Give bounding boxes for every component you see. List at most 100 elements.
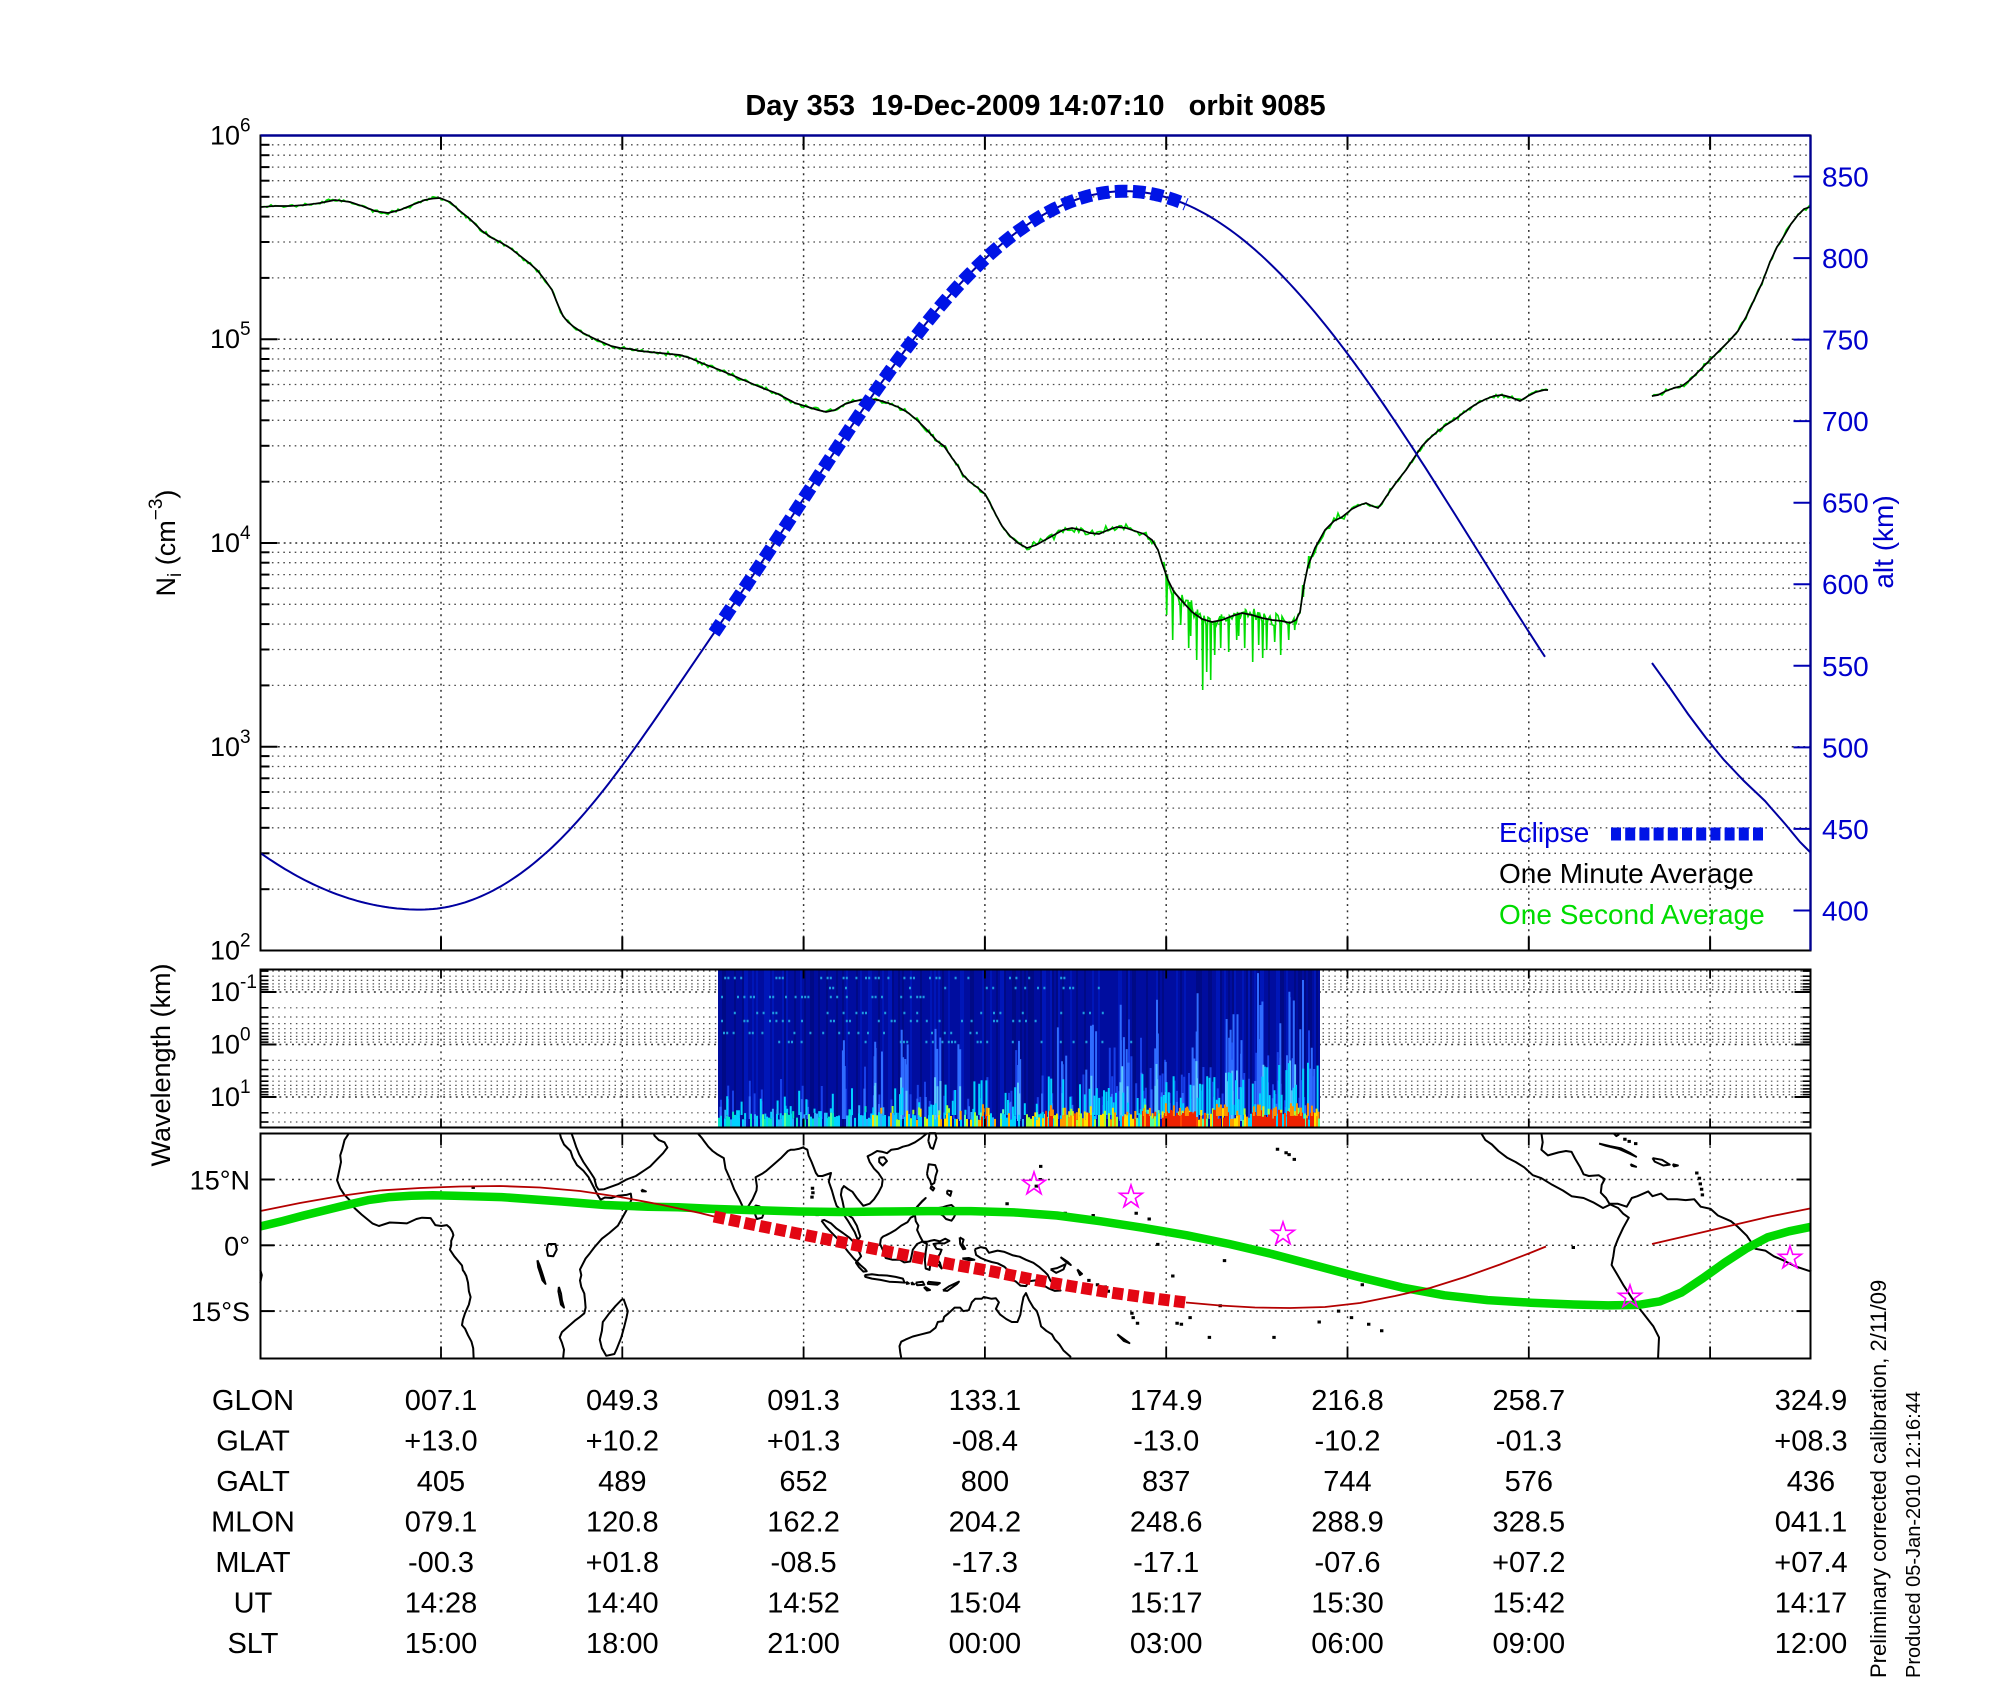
svg-text:216.8: 216.8 [1311,1385,1384,1417]
svg-text:Wavelength (km): Wavelength (km) [146,963,176,1166]
svg-text:21:00: 21:00 [767,1628,840,1660]
svg-text:GALT: GALT [216,1466,290,1498]
svg-text:2: 2 [240,931,251,952]
svg-text:-08.4: -08.4 [952,1426,1018,1458]
svg-text:10: 10 [210,528,240,558]
svg-text:750: 750 [1822,325,1869,356]
svg-text:+10.2: +10.2 [586,1426,659,1458]
svg-text:12:00: 12:00 [1775,1628,1848,1660]
svg-text:+08.3: +08.3 [1774,1426,1847,1458]
svg-text:248.6: 248.6 [1130,1507,1203,1539]
svg-text:700: 700 [1822,406,1869,437]
svg-text:6: 6 [240,116,251,137]
svg-text:15°N: 15°N [190,1166,250,1196]
svg-text:-07.6: -07.6 [1314,1547,1380,1579]
svg-text:079.1: 079.1 [405,1507,478,1539]
svg-text:-13.0: -13.0 [1133,1426,1199,1458]
svg-text:10: 10 [210,1030,240,1060]
svg-text:+07.2: +07.2 [1492,1547,1565,1579]
svg-text:174.9: 174.9 [1130,1385,1203,1417]
svg-text:Eclipse: Eclipse [1499,817,1589,848]
svg-text:14:40: 14:40 [586,1588,659,1620]
svg-text:+07.4: +07.4 [1774,1547,1847,1579]
svg-text:14:28: 14:28 [405,1588,478,1620]
svg-text:10: 10 [210,977,240,1007]
svg-text:-00.3: -00.3 [408,1547,474,1579]
svg-text:162.2: 162.2 [767,1507,840,1539]
svg-text:324.9: 324.9 [1775,1385,1848,1417]
svg-text:+01.8: +01.8 [586,1547,659,1579]
svg-text:328.5: 328.5 [1493,1507,1566,1539]
svg-text:1: 1 [240,1077,251,1098]
svg-text:204.2: 204.2 [949,1507,1022,1539]
svg-text:800: 800 [1822,243,1869,274]
svg-text:007.1: 007.1 [405,1385,478,1417]
svg-text:500: 500 [1822,732,1869,763]
svg-text:-08.5: -08.5 [771,1547,837,1579]
svg-text:+01.3: +01.3 [767,1426,840,1458]
svg-text:091.3: 091.3 [767,1385,840,1417]
svg-text:15:00: 15:00 [405,1628,478,1660]
svg-text:450: 450 [1822,814,1869,845]
svg-text:-01.3: -01.3 [1496,1426,1562,1458]
svg-text:15°S: 15°S [191,1297,250,1327]
svg-text:03:00: 03:00 [1130,1628,1203,1660]
svg-text:489: 489 [598,1466,646,1498]
svg-text:MLON: MLON [211,1507,295,1539]
svg-text:00:00: 00:00 [949,1628,1022,1660]
svg-text:400: 400 [1822,896,1869,927]
svg-text:049.3: 049.3 [586,1385,659,1417]
svg-text:-10.2: -10.2 [1314,1426,1380,1458]
svg-text:258.7: 258.7 [1493,1385,1566,1417]
svg-text:600: 600 [1822,569,1869,600]
svg-text:-1: -1 [240,972,257,993]
svg-text:Day 353 19-Dec-2009 14:07:10: Day 353 19-Dec-2009 14:07:10 orbit 9085 [745,90,1325,122]
svg-text:837: 837 [1142,1466,1190,1498]
svg-text:-17.3: -17.3 [952,1547,1018,1579]
svg-text:-17.1: -17.1 [1133,1547,1199,1579]
svg-text:+13.0: +13.0 [404,1426,477,1458]
svg-text:15:04: 15:04 [949,1588,1022,1620]
svg-text:SLT: SLT [227,1628,278,1660]
svg-text:3: 3 [240,727,251,748]
svg-text:UT: UT [234,1588,273,1620]
svg-text:744: 744 [1323,1466,1371,1498]
svg-text:14:52: 14:52 [767,1588,840,1620]
svg-text:Preliminary corrected calibrat: Preliminary corrected calibration, 2/11/… [1866,1280,1891,1678]
svg-text:MLAT: MLAT [215,1547,290,1579]
svg-text:5: 5 [240,319,251,340]
svg-text:15:30: 15:30 [1311,1588,1384,1620]
svg-text:Produced 05-Jan-2010 12:16:44: Produced 05-Jan-2010 12:16:44 [1903,1391,1925,1678]
svg-text:10: 10 [210,121,240,151]
svg-text:10: 10 [210,732,240,762]
svg-text:15:42: 15:42 [1493,1588,1566,1620]
svg-text:10: 10 [210,324,240,354]
svg-text:alt (km): alt (km) [1868,495,1899,588]
svg-text:18:00: 18:00 [586,1628,659,1660]
svg-text:06:00: 06:00 [1311,1628,1384,1660]
svg-text:15:17: 15:17 [1130,1588,1203,1620]
svg-text:800: 800 [961,1466,1009,1498]
svg-text:850: 850 [1822,162,1869,193]
svg-text:436: 436 [1787,1466,1835,1498]
svg-text:041.1: 041.1 [1775,1507,1848,1539]
svg-text:652: 652 [779,1466,827,1498]
svg-text:133.1: 133.1 [949,1385,1022,1417]
svg-text:GLON: GLON [212,1385,294,1417]
svg-text:650: 650 [1822,488,1869,519]
svg-text:One Minute Average: One Minute Average [1499,858,1754,889]
svg-text:09:00: 09:00 [1493,1628,1566,1660]
svg-text:0°: 0° [224,1231,250,1261]
svg-text:0: 0 [240,1025,251,1046]
svg-text:10: 10 [210,936,240,966]
svg-text:10: 10 [210,1082,240,1112]
svg-text:One Second Average: One Second Average [1499,899,1765,930]
svg-text:14:17: 14:17 [1775,1588,1848,1620]
svg-text:GLAT: GLAT [216,1426,290,1458]
svg-text:550: 550 [1822,651,1869,682]
svg-text:405: 405 [417,1466,465,1498]
svg-text:4: 4 [240,523,251,544]
svg-text:576: 576 [1505,1466,1553,1498]
svg-text:120.8: 120.8 [586,1507,659,1539]
svg-text:288.9: 288.9 [1311,1507,1384,1539]
